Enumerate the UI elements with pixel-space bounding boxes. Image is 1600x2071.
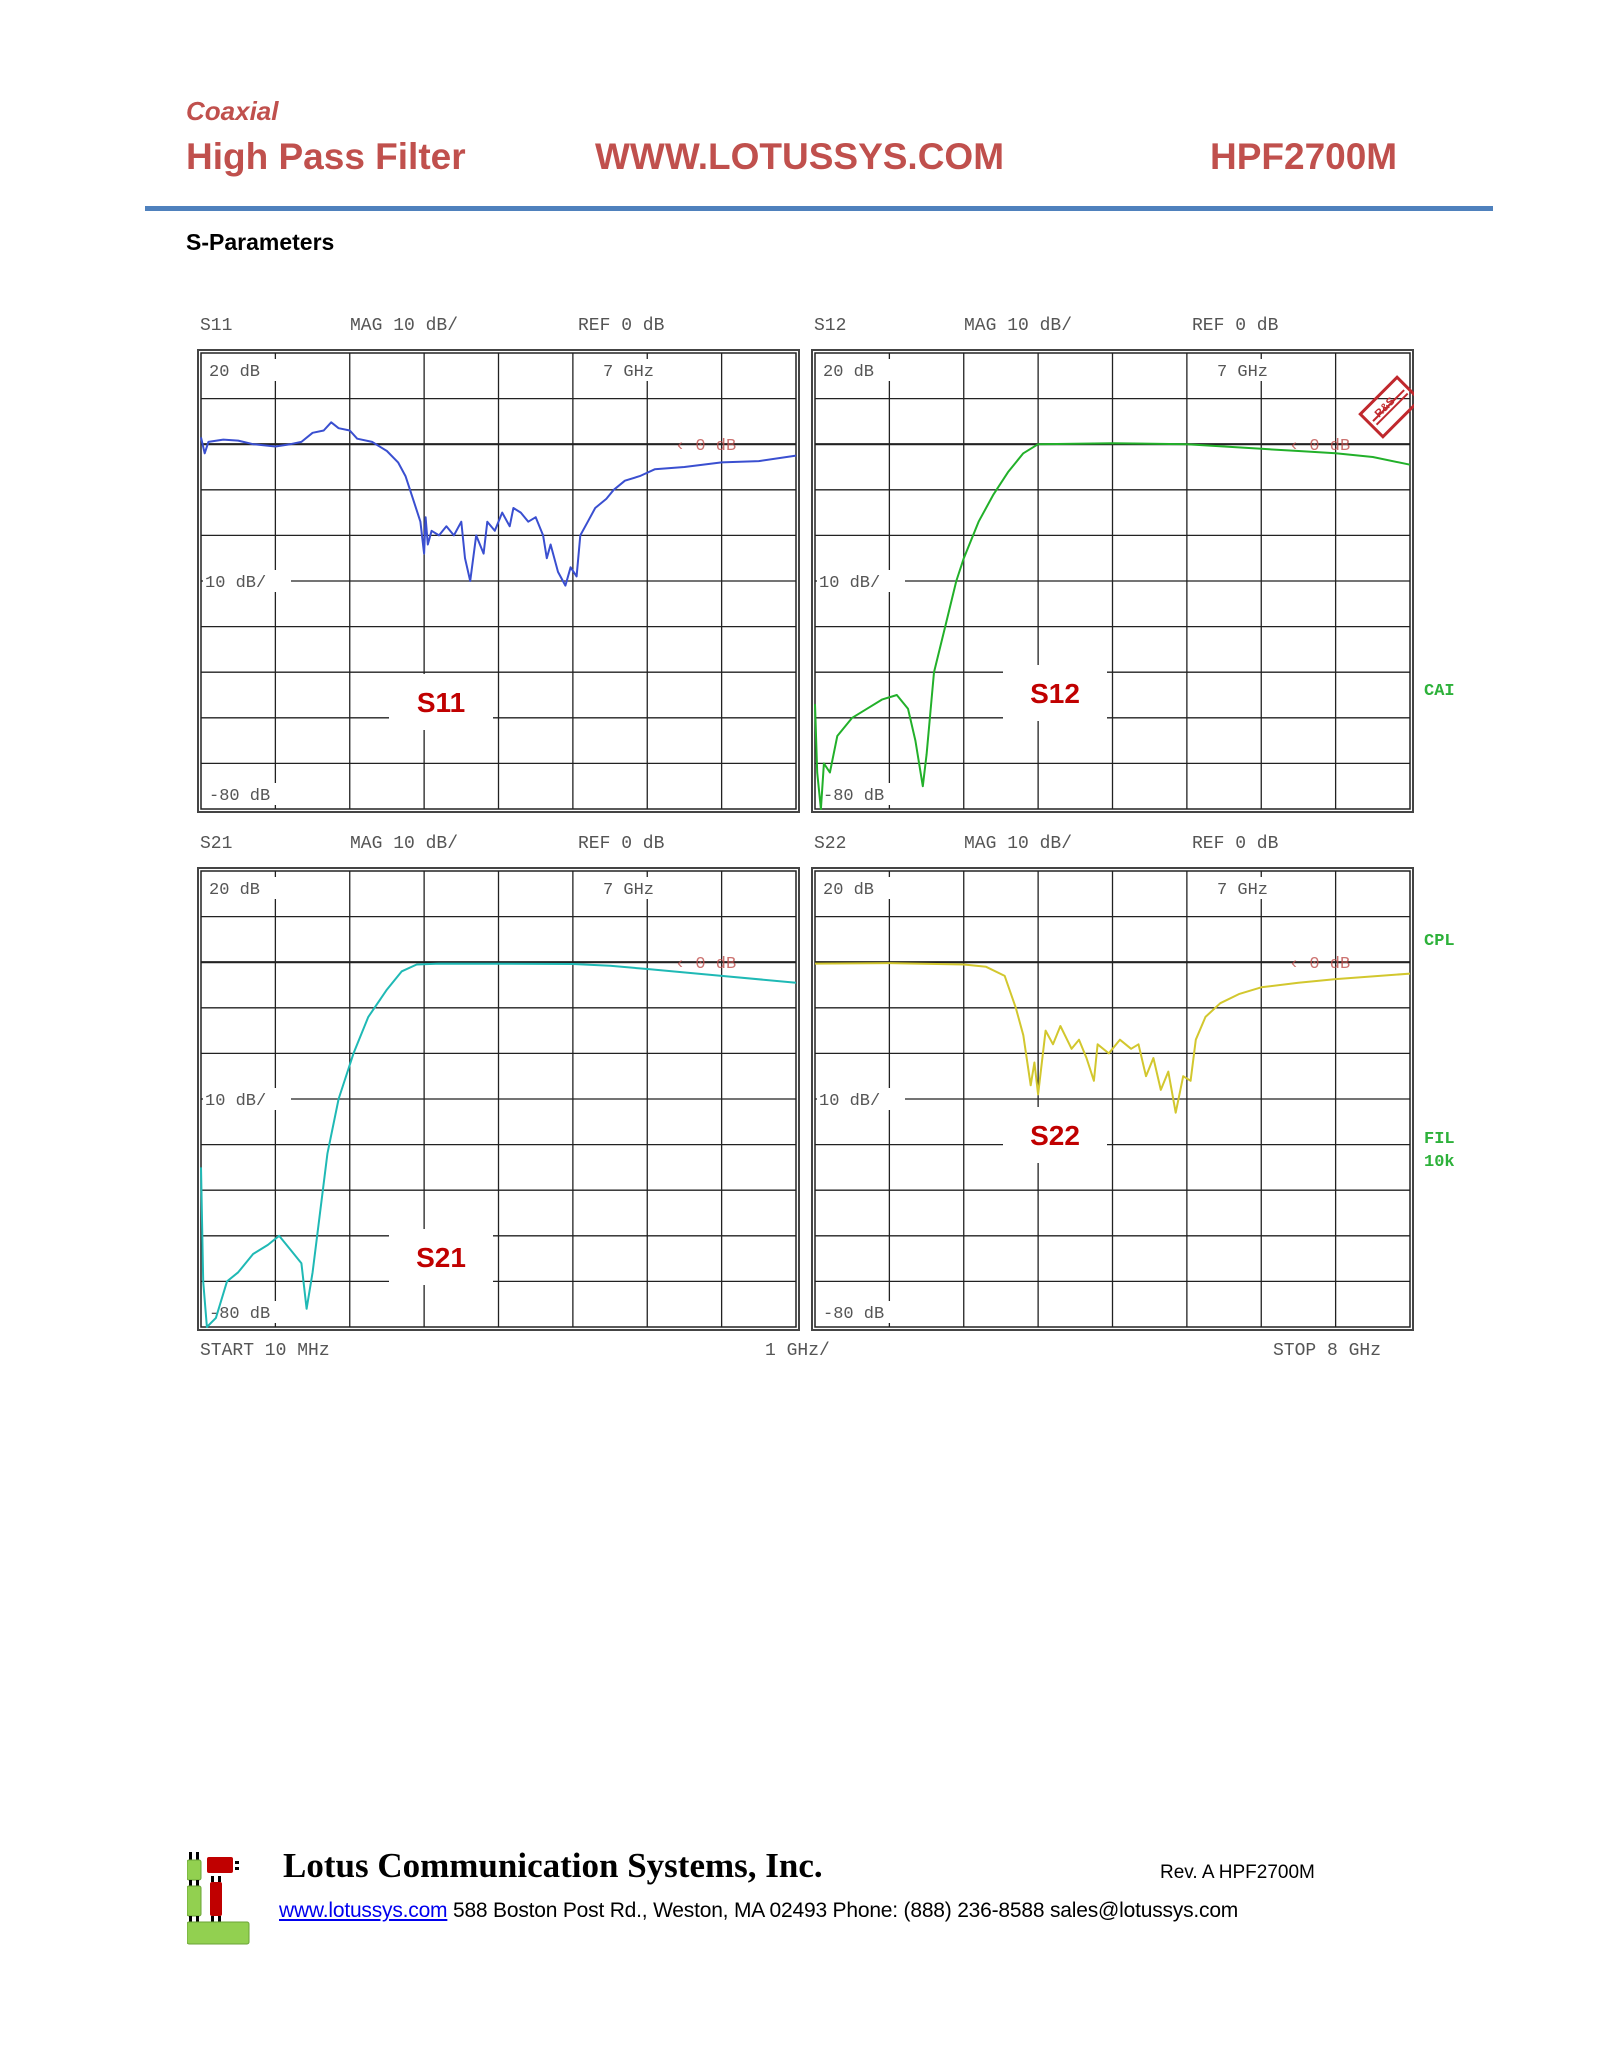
label-background <box>205 1301 289 1323</box>
trace-name-box <box>389 1229 493 1285</box>
label-background <box>819 1301 903 1323</box>
s22-trace-label: S22 <box>814 834 847 854</box>
s11-trace-label: S11 <box>200 316 233 336</box>
s12-ref-label: REF 0 dB <box>1192 316 1279 336</box>
s21-trace-label: S21 <box>200 834 233 854</box>
marker-frequency-label: 7 GHz <box>1217 363 1268 382</box>
label-background <box>599 359 681 381</box>
label-background <box>205 783 289 805</box>
s12-plot: 20 dB 7 GHz 10 dB/-80 dB ‹ 0 dB R&S S12 <box>811 349 1422 813</box>
product-category: Coaxial <box>186 96 279 126</box>
website-link[interactable]: www.lotussys.com <box>279 1899 448 1922</box>
series-line-s22 <box>814 962 1411 1114</box>
section-title: S-Parameters <box>186 229 335 255</box>
address: 588 Boston Post Rd., Weston, MA 02493 Ph… <box>447 1899 1239 1922</box>
division-label: 10 dB/ <box>205 574 266 593</box>
label-background <box>819 877 891 899</box>
top-scale-label: 20 dB <box>209 881 260 900</box>
reference-marker: ‹ 0 dB <box>1289 955 1350 974</box>
stop-frequency: STOP 8 GHz <box>1273 1341 1382 1361</box>
rs-logo-icon: R&S <box>1358 375 1422 439</box>
cal-indicator: CAI <box>1424 682 1455 701</box>
label-background <box>1213 877 1295 899</box>
trace-name-box <box>389 674 493 730</box>
label-background <box>819 359 891 381</box>
label-background <box>817 1088 905 1110</box>
s12-scale-label: MAG 10 dB/ <box>964 316 1073 336</box>
s22-ref-label: REF 0 dB <box>1192 834 1279 854</box>
header-website: WWW.LOTUSSYS.COM <box>595 136 1005 177</box>
top-scale-label: 20 dB <box>209 363 260 382</box>
trace-name-label: S21 <box>416 1242 466 1273</box>
s21-ref-label: REF 0 dB <box>578 834 665 854</box>
cpl-indicator: CPL <box>1424 932 1455 951</box>
trace-name-label: S11 <box>417 687 465 718</box>
analyzer-chart: 20 dB 7 GHz 10 dB/ -80 dB ‹ 0 dB S21 <box>197 867 800 1331</box>
bottom-scale-label: -80 dB <box>209 787 270 806</box>
division-label: 10 dB/ <box>819 1092 880 1111</box>
part-number: HPF2700M <box>1210 136 1398 177</box>
product-type: High Pass Filter <box>186 136 466 177</box>
s22-plot: 20 dB 7 GHz 10 dB/ -80 dB ‹ 0 dB S22 <box>811 867 1414 1331</box>
series-line-s12 <box>814 442 1411 810</box>
label-background <box>599 877 681 899</box>
span-per-division: 1 GHz/ <box>765 1341 830 1361</box>
revision: Rev. A HPF2700M <box>1160 1862 1315 1883</box>
s22-scale-label: MAG 10 dB/ <box>964 834 1073 854</box>
label-background <box>203 570 291 592</box>
bottom-scale-label: -80 dB <box>823 1305 884 1324</box>
rs-logo-stripe <box>1375 392 1409 426</box>
start-frequency: START 10 MHz <box>200 1341 330 1361</box>
rs-logo-stripe <box>1372 389 1405 422</box>
label-background <box>205 877 277 899</box>
rs-logo-frame <box>1358 375 1422 439</box>
label-background <box>203 1088 291 1110</box>
label-background <box>819 783 903 805</box>
s11-scale-label: MAG 10 dB/ <box>350 316 459 336</box>
trace-name-label: S12 <box>1030 678 1080 709</box>
marker-frequency-label: 7 GHz <box>603 881 654 900</box>
marker-frequency-label: 7 GHz <box>603 363 654 382</box>
contact-line: www.lotussys.com 588 Boston Post Rd., We… <box>279 1899 1238 1923</box>
reference-marker: ‹ 0 dB <box>675 955 736 974</box>
trace-name-box <box>1003 665 1107 721</box>
label-background <box>817 570 905 592</box>
lotus-logo <box>186 1852 251 1946</box>
analyzer-chart: 20 dB 7 GHz 10 dB/ -80 dB ‹ 0 dB S11 <box>197 349 800 813</box>
fil-indicator: FIL <box>1424 1130 1455 1149</box>
trace-name-label: S22 <box>1030 1120 1080 1151</box>
trace-name-box <box>1003 1107 1107 1163</box>
division-label: 10 dB/ <box>819 574 880 593</box>
label-background <box>205 359 277 381</box>
analyzer-chart: 20 dB 7 GHz 10 dB/ -80 dB ‹ 0 dB S22 <box>811 867 1414 1331</box>
bottom-scale-label: -80 dB <box>823 787 884 806</box>
label-background <box>1213 359 1295 381</box>
division-label: 10 dB/ <box>205 1092 266 1111</box>
top-scale-label: 20 dB <box>823 881 874 900</box>
bottom-scale-label: -80 dB <box>209 1305 270 1324</box>
marker-frequency-label: 7 GHz <box>1217 881 1268 900</box>
series-line-s21 <box>200 962 797 1328</box>
top-scale-label: 20 dB <box>823 363 874 382</box>
reference-marker: ‹ 0 dB <box>675 437 736 456</box>
series-line-s11 <box>200 421 797 587</box>
s11-ref-label: REF 0 dB <box>578 316 665 336</box>
s21-plot: 20 dB 7 GHz 10 dB/ -80 dB ‹ 0 dB S21 <box>197 867 800 1331</box>
s11-plot: 20 dB 7 GHz 10 dB/ -80 dB ‹ 0 dB S11 <box>197 349 800 813</box>
company-name: Lotus Communication Systems, Inc. <box>283 1846 823 1885</box>
fil-bandwidth: 10k <box>1424 1153 1455 1172</box>
s12-trace-label: S12 <box>814 316 847 336</box>
s21-scale-label: MAG 10 dB/ <box>350 834 459 854</box>
header-divider <box>145 206 1493 211</box>
